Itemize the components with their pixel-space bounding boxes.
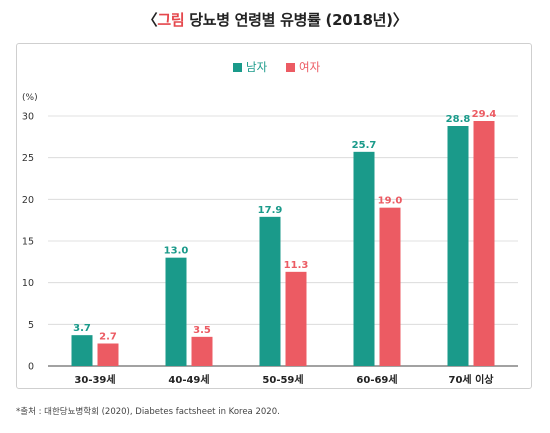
y-axis-unit: (%) [22, 93, 38, 103]
x-tick-label: 70세 이상 [449, 373, 495, 386]
y-tick-label: 30 [22, 112, 34, 123]
data-label: 3.5 [193, 325, 211, 336]
x-tick-label: 50-59세 [262, 373, 303, 386]
y-tick-label: 5 [28, 320, 34, 331]
data-label: 29.4 [472, 109, 497, 120]
data-label: 11.3 [284, 260, 309, 271]
bar [353, 151, 375, 366]
title-bracket-open: 〈 [142, 11, 158, 29]
bar [97, 343, 119, 366]
data-label: 19.0 [378, 196, 403, 207]
chart-title: 〈그림 당뇨병 연령별 유병률 (2018년)〉 [0, 9, 550, 30]
legend-swatch [233, 63, 242, 72]
bar [379, 207, 401, 366]
bar [191, 336, 213, 366]
y-tick-label: 15 [22, 237, 34, 248]
legend-label: 남자 [246, 60, 268, 74]
y-tick-label: 25 [22, 153, 34, 164]
x-tick-label: 30-39세 [74, 373, 115, 386]
bar [259, 216, 281, 366]
data-label: 25.7 [352, 140, 377, 151]
bar [71, 335, 93, 366]
data-label: 28.8 [446, 114, 471, 125]
legend-swatch [286, 63, 295, 72]
bar [447, 126, 469, 366]
title-text: 당뇨병 연령별 유병률 (2018년) [184, 11, 393, 29]
legend-label: 여자 [299, 60, 321, 74]
y-tick-label: 20 [22, 195, 34, 206]
data-label: 13.0 [164, 246, 189, 257]
source-note: *출처 : 대한당뇨병학회 (2020), Diabetes factsheet… [16, 407, 280, 417]
bar [285, 271, 307, 366]
x-tick-label: 40-49세 [168, 373, 209, 386]
data-label: 3.7 [73, 323, 91, 334]
bar [473, 121, 495, 366]
y-tick-label: 0 [28, 362, 34, 373]
chart-panel [16, 43, 532, 389]
y-tick-label: 10 [22, 278, 34, 289]
title-bracket-close: 〉 [392, 11, 408, 29]
data-label: 17.9 [258, 205, 283, 216]
data-label: 2.7 [99, 332, 117, 343]
bar [165, 257, 187, 366]
x-tick-label: 60-69세 [356, 373, 397, 386]
title-accent: 그림 [157, 11, 185, 29]
